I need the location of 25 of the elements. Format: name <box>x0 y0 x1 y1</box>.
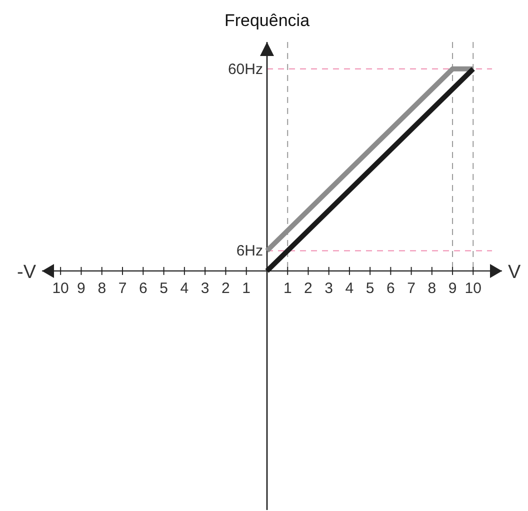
x-tick-label: 7 <box>118 280 127 297</box>
x-axis-title: V <box>508 262 521 283</box>
y-tick-label: 60Hz <box>228 60 263 78</box>
x-tick-label: 3 <box>324 280 334 297</box>
x-tick-label: 3 <box>200 280 210 297</box>
x-tick-label: 10 <box>52 280 69 297</box>
x-tick-label: 6 <box>138 280 148 297</box>
x-tick-label: 10 <box>464 280 482 297</box>
y-tick-label: 6Hz <box>236 242 263 260</box>
x-tick-label: 4 <box>180 280 189 297</box>
x-tick-label: 2 <box>304 280 312 297</box>
x-tick-label: 5 <box>366 280 374 297</box>
x-tick-label: 5 <box>160 280 168 297</box>
x-tick-label: 9 <box>77 280 86 297</box>
x-tick-label: 7 <box>407 280 416 297</box>
x-tick-label: 2 <box>222 280 230 297</box>
x-tick-label: 1 <box>283 280 292 297</box>
x-axis-title: -V <box>17 262 36 283</box>
x-tick-label: 8 <box>98 280 106 297</box>
x-tick-label: 9 <box>448 280 457 297</box>
x-tick-label: 6 <box>386 280 395 297</box>
x-tick-label: 1 <box>242 280 251 297</box>
y-axis-title: Frequência <box>224 11 310 30</box>
x-tick-label: 4 <box>345 280 354 297</box>
x-tick-label: 8 <box>428 280 436 297</box>
